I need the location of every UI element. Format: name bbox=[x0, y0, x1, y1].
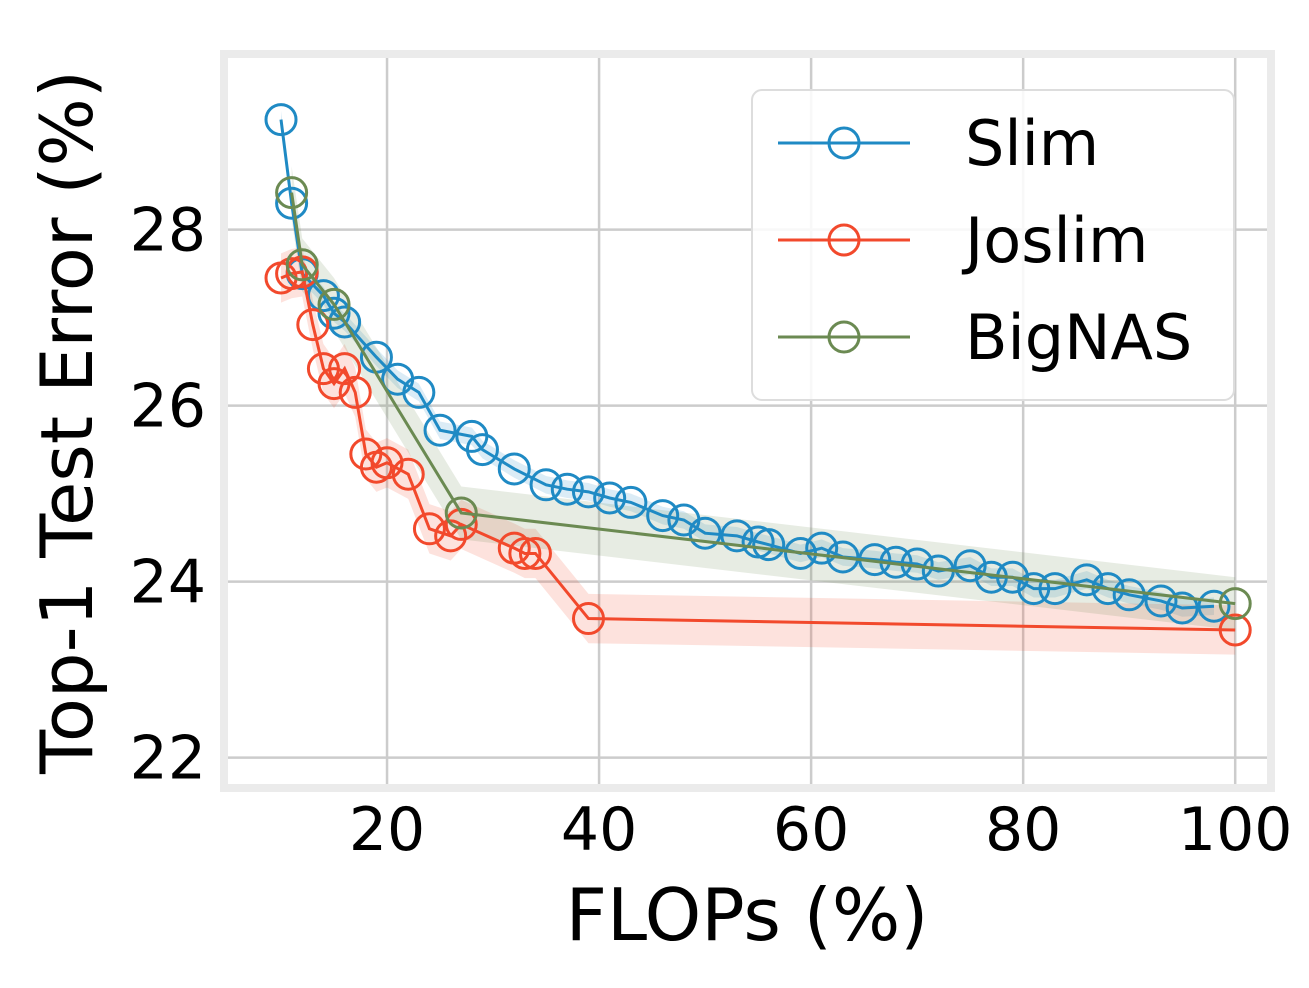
legend: Slim Joslim BigNAS bbox=[751, 89, 1235, 401]
slim-point bbox=[1165, 591, 1199, 625]
joslim-line bbox=[280, 270, 1236, 632]
slim-point bbox=[264, 103, 298, 137]
legend-marker-bignas bbox=[827, 320, 861, 354]
y-tick-label: 26 bbox=[130, 372, 206, 442]
bignas-point bbox=[285, 248, 319, 282]
x-tick-label: 40 bbox=[561, 795, 637, 865]
joslim-point bbox=[412, 512, 446, 546]
slim-point bbox=[571, 475, 605, 509]
x-tick-label: 100 bbox=[1178, 795, 1293, 865]
slim-point bbox=[720, 519, 754, 553]
slim-point bbox=[529, 468, 563, 502]
y-tick-label: 22 bbox=[130, 724, 206, 794]
slim-point bbox=[423, 413, 457, 447]
bignas-band bbox=[291, 166, 1236, 631]
joslim-series bbox=[264, 255, 1252, 647]
slim-point bbox=[1144, 584, 1178, 618]
legend-item-bignas: BigNAS bbox=[778, 301, 1192, 374]
slim-point bbox=[328, 305, 362, 339]
bignas-line bbox=[290, 192, 1236, 606]
joslim-point bbox=[391, 457, 425, 491]
slim-point bbox=[1038, 572, 1072, 606]
x-tick-label: 80 bbox=[985, 795, 1061, 865]
slim-point bbox=[1091, 572, 1125, 606]
slim-point bbox=[646, 499, 680, 533]
slim-point bbox=[752, 528, 786, 562]
joslim-point bbox=[434, 519, 468, 553]
joslim-point bbox=[1218, 613, 1252, 647]
x-tick-label: 20 bbox=[349, 795, 425, 865]
legend-label-bignas: BigNAS bbox=[965, 301, 1192, 374]
legend-item-slim: Slim bbox=[778, 107, 1099, 180]
slim-point bbox=[593, 481, 627, 515]
slim-point bbox=[275, 186, 309, 220]
slim-point bbox=[688, 516, 722, 550]
legend-label-joslim: Joslim bbox=[961, 204, 1148, 277]
slim-point bbox=[1197, 589, 1231, 623]
slim-point bbox=[953, 549, 987, 583]
x-tick-label: 60 bbox=[773, 795, 849, 865]
slim-point bbox=[317, 296, 351, 330]
bignas-series bbox=[275, 176, 1252, 621]
legend-label-slim: Slim bbox=[965, 107, 1099, 180]
bignas-point bbox=[444, 496, 478, 530]
joslim-point bbox=[275, 257, 309, 291]
slim-point bbox=[550, 472, 584, 506]
series-layer bbox=[264, 103, 1252, 647]
slim-point bbox=[465, 433, 499, 467]
legend-frame bbox=[751, 89, 1235, 401]
bignas-point bbox=[317, 287, 351, 321]
slim-point bbox=[1070, 563, 1104, 597]
y-tick-label: 24 bbox=[130, 548, 206, 618]
legend-item-joslim: Joslim bbox=[778, 204, 1148, 277]
slim-point bbox=[1017, 572, 1051, 606]
slim-point bbox=[1112, 578, 1146, 612]
legend-marker-joslim bbox=[827, 223, 861, 257]
slim-series bbox=[264, 103, 1231, 625]
slim-point bbox=[614, 485, 648, 519]
tick-labels: 20 40 60 80 100 22 24 26 28 bbox=[130, 196, 1293, 865]
x-axis-label: FLOPs (%) bbox=[566, 873, 929, 957]
joslim-point bbox=[444, 507, 478, 541]
joslim-point bbox=[338, 375, 372, 409]
y-axis-label: Top-1 Test Error (%) bbox=[25, 70, 109, 775]
joslim-point bbox=[296, 308, 330, 342]
bignas-point bbox=[275, 176, 309, 210]
joslim-point bbox=[370, 446, 404, 480]
slim-point bbox=[402, 375, 436, 409]
y-tick-label: 28 bbox=[130, 196, 206, 266]
slim-point bbox=[497, 452, 531, 486]
slim-point bbox=[805, 531, 839, 565]
joslim-point bbox=[571, 602, 605, 636]
joslim-point bbox=[508, 536, 542, 570]
bignas-point bbox=[1218, 587, 1252, 621]
joslim-point bbox=[518, 536, 552, 570]
legend-marker-slim bbox=[827, 126, 861, 160]
